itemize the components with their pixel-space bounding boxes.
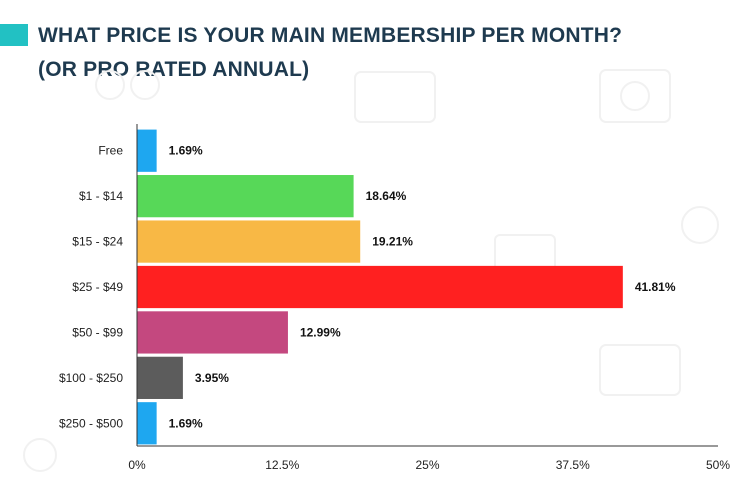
title-accent-bar [0,24,28,46]
people-icon [95,70,125,100]
value-label-1-14: 18.64% [366,189,407,203]
value-label-100-250: 3.95% [195,371,229,385]
x-tick-label: 0% [128,458,146,472]
category-label-15-24: $15 - $24 [72,235,123,249]
bar-100-250 [137,356,183,399]
category-label-100-250: $100 - $250 [59,371,123,385]
bar-free [137,129,157,172]
value-label-free: 1.69% [169,144,203,158]
x-tick-label: 12.5% [265,458,299,472]
people-icon-3 [23,438,57,472]
bar-1-14 [137,175,354,218]
bar-250-500 [137,402,157,445]
bar-25-49 [137,265,623,309]
x-axis-ticks: 0% 12.5% 25% 37.5% 50% [128,458,730,472]
people-icon-2 [130,70,160,100]
badge-icon [681,206,719,244]
value-label-15-24: 19.21% [372,235,413,249]
play-circle-icon [620,81,650,111]
bars-group: Free 1.69% $1 - $14 18.64% $15 - $24 19.21% $2… [59,129,676,445]
x-tick-label: 25% [415,458,439,472]
video-icon [599,69,671,123]
category-label-free: Free [98,144,123,158]
bar-15-24 [137,220,361,263]
chart-title-line-2: (OR PRO RATED ANNUAL) [38,58,310,81]
value-label-50-99: 12.99% [300,325,341,339]
graduation-cap-icon [599,344,681,396]
x-tick-label: 37.5% [556,458,590,472]
bar-50-99 [137,311,288,354]
category-label-1-14: $1 - $14 [79,189,123,203]
category-label-50-99: $50 - $99 [72,325,123,339]
certificate-icon [354,71,436,123]
category-label-250-500: $250 - $500 [59,416,123,430]
x-tick-label: 50% [706,458,730,472]
chart-title-line-1: WHAT PRICE IS YOUR MAIN MEMBERSHIP PER M… [38,24,623,47]
value-label-250-500: 1.69% [169,416,203,430]
chart-title: WHAT PRICE IS YOUR MAIN MEMBERSHIP PER M… [38,19,622,87]
value-label-25-49: 41.81% [635,280,676,294]
category-label-25-49: $25 - $49 [72,280,123,294]
